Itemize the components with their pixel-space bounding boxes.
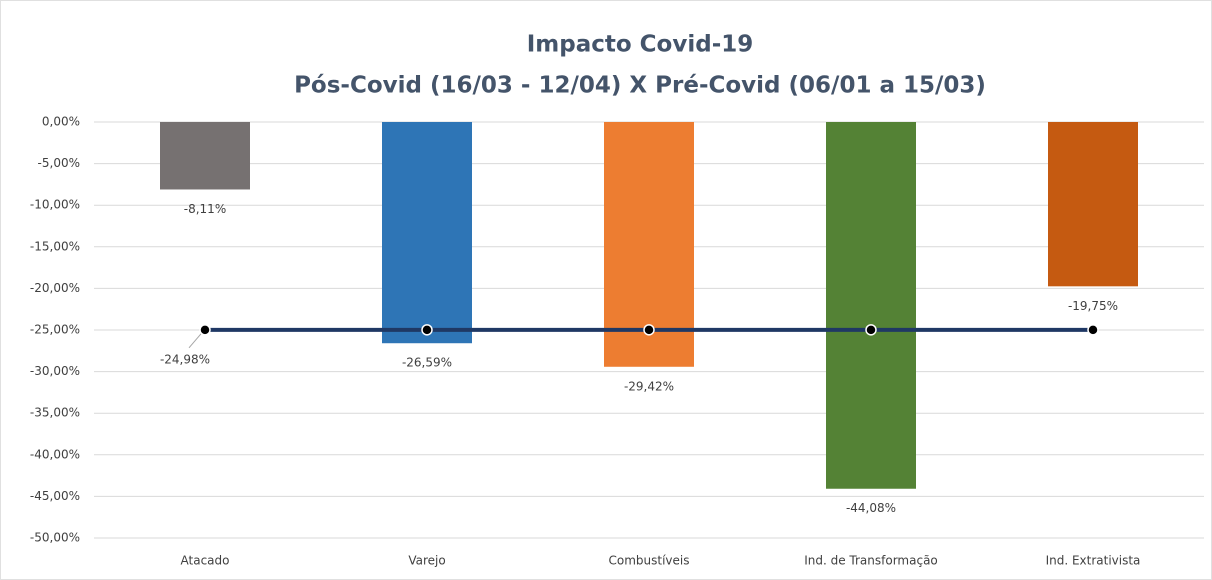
line-marker bbox=[1087, 324, 1099, 336]
y-tick-label: -15,00% bbox=[30, 239, 80, 253]
y-tick-label: -35,00% bbox=[30, 406, 80, 420]
y-tick-label: -10,00% bbox=[30, 198, 80, 212]
line-marker bbox=[421, 324, 433, 336]
data-label: -19,75% bbox=[1068, 299, 1118, 313]
x-tick-label: Combustíveis bbox=[609, 554, 690, 568]
data-label: -29,42% bbox=[624, 379, 674, 393]
bar bbox=[160, 122, 250, 190]
y-tick-label: -45,00% bbox=[30, 489, 80, 503]
line-marker bbox=[199, 324, 211, 336]
data-label: -26,59% bbox=[402, 356, 452, 370]
y-tick-label: 0,00% bbox=[42, 115, 80, 129]
bar bbox=[382, 122, 472, 344]
y-tick-label: -20,00% bbox=[30, 281, 80, 295]
line-marker bbox=[643, 324, 655, 336]
y-tick-label: -30,00% bbox=[30, 364, 80, 378]
data-label: -44,08% bbox=[846, 501, 896, 515]
bar bbox=[826, 122, 916, 489]
line-marker bbox=[865, 324, 877, 336]
x-tick-label: Varejo bbox=[408, 554, 445, 568]
x-tick-label: Ind. Extrativista bbox=[1046, 554, 1141, 568]
y-tick-label: -50,00% bbox=[30, 531, 80, 545]
y-tick-label: -5,00% bbox=[38, 156, 80, 170]
x-tick-label: Atacado bbox=[181, 554, 230, 568]
y-tick-label: -25,00% bbox=[30, 323, 80, 337]
data-label: -8,11% bbox=[184, 202, 226, 216]
chart-title: Impacto Covid-19 bbox=[527, 32, 754, 58]
bar bbox=[1048, 122, 1138, 287]
leader-line bbox=[188, 333, 202, 349]
x-tick-label: Ind. de Transformação bbox=[804, 554, 938, 568]
data-label: -24,98% bbox=[160, 352, 210, 366]
y-tick-label: -40,00% bbox=[30, 447, 80, 461]
chart-subtitle: Pós-Covid (16/03 - 12/04) X Pré-Covid (0… bbox=[294, 73, 986, 99]
